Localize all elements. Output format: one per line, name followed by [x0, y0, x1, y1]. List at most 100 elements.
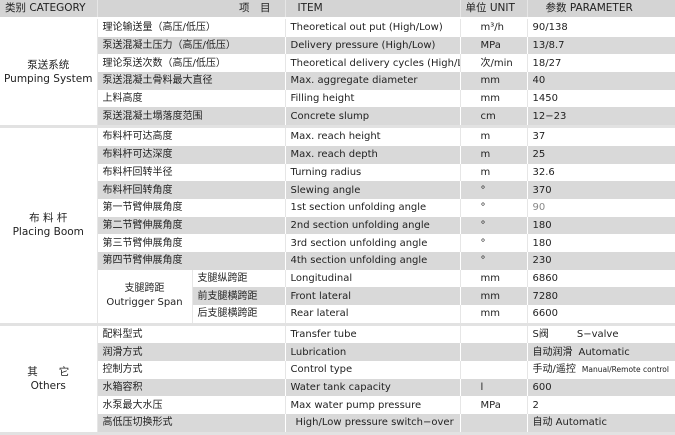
item-cn: 第一节臂伸展角度 — [96, 198, 286, 217]
parameter-value: 180 — [526, 234, 675, 252]
parameter-value: 32.6 — [526, 163, 675, 182]
category-cn: 泵送系统 — [27, 59, 70, 72]
unit — [459, 414, 528, 435]
category-cell: 布 料 杆 Placing Boom — [0, 126, 98, 326]
value-cn: 90/138 — [532, 22, 568, 34]
unit: 次/min — [459, 54, 528, 73]
category-cell: 其 它 Others — [0, 324, 98, 435]
parameter-value: 90/138 — [526, 18, 675, 37]
unit: mm — [459, 305, 528, 326]
category-cn: 布 料 杆 — [29, 212, 68, 225]
item-en: Max. reach depth — [284, 145, 461, 164]
parameter-value: 37 — [526, 126, 675, 146]
item-cn: 水泵最大水压 — [96, 396, 286, 415]
table-row: 第二节臂伸展角度 2nd section unfolding angle ° 180 — [0, 216, 675, 235]
item-cn: 上料高度 — [96, 89, 286, 108]
item-cn: 第四节臂伸展角度 — [96, 251, 286, 270]
table-row: 水箱容积 Water tank capacity l 600 — [0, 378, 675, 397]
category-cn: 其 它 — [27, 365, 70, 378]
item-en: 4th section unfolding angle — [284, 251, 461, 270]
unit: cm — [459, 107, 528, 129]
header-unit: 单位 UNIT — [459, 0, 528, 19]
value-cn: 40 — [532, 75, 546, 87]
category-cell: 泵送系统 Pumping System — [0, 18, 98, 129]
item-en: Max water pump pressure — [284, 396, 461, 415]
item-cn: 泵送混凝土压力（高压/低压） — [96, 36, 286, 55]
item-cn: 第二节臂伸展角度 — [96, 216, 286, 235]
item-cn: 控制方式 — [96, 361, 286, 379]
table-row: 泵送混凝土塌落度范围 Concrete slump cm 12−23 — [0, 107, 675, 129]
parameter-value: 自动 Automatic — [526, 414, 675, 435]
table-row: 其 它 Others 配料型式 Transfer tube S阀 S−valve — [0, 324, 675, 435]
header-item-cn: 项 目 — [96, 0, 286, 19]
unit: l — [459, 378, 528, 397]
item-en: Theoretical delivery cycles (High/Low) — [284, 54, 461, 73]
parameter-value: 600 — [526, 378, 675, 397]
item-en: Slewing angle — [284, 181, 461, 199]
item-cn: 高低压切换形式 — [96, 414, 286, 435]
table-row: 布 料 杆 Placing Boom 布料杆可达高度 Max. reach heigh… — [0, 126, 675, 326]
item-en: 2nd section unfolding angle — [284, 216, 461, 235]
item-en: Concrete slump — [284, 107, 461, 129]
table-row: 泵送混凝土压力（高压/低压） Delivery pressure (High/Lo… — [0, 36, 675, 55]
value-en: Manual/Remote control — [581, 365, 669, 375]
item-cn: 理论输送量（高压/低压） — [96, 18, 286, 37]
parameter-value: 2 — [526, 396, 675, 415]
unit: MPa — [459, 36, 528, 55]
item-cn: 后支腿横跨距 — [191, 305, 286, 326]
parameter-value: 18/27 — [526, 54, 675, 73]
parameter-value: 1450 — [526, 89, 675, 108]
category-en: Pumping System — [4, 73, 93, 86]
table-row: 后支腿横跨距 Rear lateral mm 6600 — [0, 305, 675, 326]
parameter-value: 25 — [526, 145, 675, 164]
parameter-value: 370 — [526, 181, 675, 199]
parameter-value: 6860 — [526, 269, 675, 288]
item-cn: 配料型式 — [96, 324, 286, 344]
item-cn: 布料杆可达深度 — [96, 145, 286, 164]
table-row: 润滑方式 Lubrication 自动润滑 Automatic — [0, 343, 675, 362]
value-cn: 自动 Automatic — [532, 417, 607, 429]
table-row: 泵送系统 Pumping System 理论输送量（高压/低压） Theoretica… — [0, 18, 675, 129]
value-cn: 370 — [532, 184, 552, 196]
header-row: 类别 CATEGORY 项 目 ITEM 单位 UNIT 参数 PARAMETE… — [0, 0, 675, 19]
item-cn: 泵送混凝土塌落度范围 — [96, 107, 286, 129]
parameter-value: 12−23 — [526, 107, 675, 129]
item-cn: 布料杆可达高度 — [96, 126, 286, 146]
parameter-value: 手动/遥控 Manual/Remote control — [526, 361, 675, 379]
item-en: High/Low pressure switch−over — [284, 414, 461, 435]
unit: mm — [459, 287, 528, 305]
unit: ° — [459, 251, 528, 270]
item-en: Rear lateral — [284, 305, 461, 326]
table-row: 布料杆回转半径 Turning radius m 32.6 — [0, 163, 675, 182]
value-cn: 手动/遥控 — [532, 364, 576, 376]
item-cn: 泵送混凝土骨料最大直径 — [96, 72, 286, 90]
item-en: Lubrication — [284, 343, 461, 362]
item-en: 1st section unfolding angle — [284, 198, 461, 217]
item-cn: 布料杆回转半径 — [96, 163, 286, 182]
unit: m — [459, 126, 528, 146]
table-row: 上料高度 Filling height mm 1450 — [0, 89, 675, 108]
parameter-value: 7280 — [526, 287, 675, 305]
unit: mm — [459, 89, 528, 108]
value-cn: 18/27 — [532, 57, 562, 69]
value-cn: 12−23 — [532, 110, 567, 122]
item-cn: 布料杆回转角度 — [96, 181, 286, 199]
table-row: 支腿跨距 Outrigger Span 支腿纵跨距 Longitudinal mm 686… — [0, 269, 675, 326]
item-en: Front lateral — [284, 287, 461, 305]
item-en: Delivery pressure (High/Low) — [284, 36, 461, 55]
unit: ° — [459, 181, 528, 199]
value-cn: 25 — [532, 149, 546, 161]
item-cn: 理论泵送次数（高压/低压） — [96, 54, 286, 73]
parameter-value: 230 — [526, 251, 675, 270]
unit: m³/h — [459, 18, 528, 37]
unit: m — [459, 163, 528, 182]
value-cn: 自动润滑 — [532, 346, 573, 358]
unit: ° — [459, 234, 528, 252]
item-cn: 前支腿横跨距 — [191, 287, 286, 305]
unit: mm — [459, 72, 528, 90]
category-en: Others — [30, 379, 66, 392]
item-en: Longitudinal — [284, 269, 461, 288]
value-cn: 7280 — [532, 290, 558, 302]
outrigger-en: Outrigger Span — [106, 297, 183, 309]
header-parameter: 参数 PARAMETER — [526, 0, 675, 19]
